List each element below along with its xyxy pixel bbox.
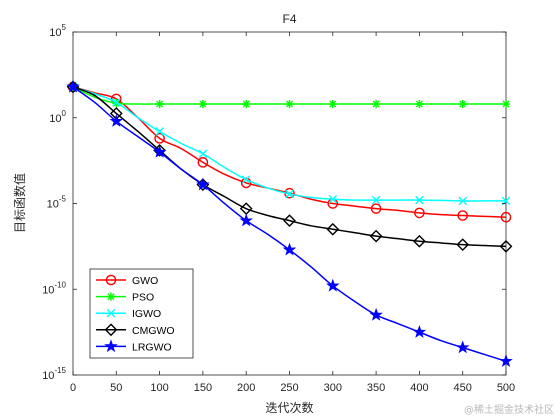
y-tick-label: 10-5 [47, 195, 67, 211]
chart-title: F4 [282, 12, 296, 26]
data-point-gwo [500, 211, 512, 223]
data-point-pso [501, 99, 511, 109]
legend-marker-pso [106, 292, 116, 301]
data-point-lrgwo [369, 307, 383, 321]
data-point-gwo [154, 133, 165, 144]
x-tick-label: 200 [237, 382, 255, 394]
data-point-pso [415, 99, 424, 109]
axes-layer: 0 50 100 150 200 250 300 350 400 450 50010510010-5… [42, 23, 515, 394]
data-point-igwo [371, 195, 381, 205]
data-point-pso [328, 99, 337, 109]
legend: GWO PSO IGWO CMGWO LRGWO [89, 268, 194, 359]
data-point-lrgwo [412, 325, 427, 338]
y-tick-exponent: 0 [62, 109, 67, 118]
legend-marker-cmgwo [104, 323, 118, 337]
data-point-gwo [240, 177, 252, 189]
x-tick-label: 150 [194, 382, 212, 394]
data-point-cmgwo [413, 234, 426, 248]
data-point-igwo [285, 189, 294, 199]
watermark: @稀土掘金技术社区 [464, 405, 554, 416]
data-point-lrgwo [239, 213, 253, 227]
data-point-igwo [155, 127, 164, 136]
data-point-cmgwo [499, 239, 513, 253]
data-point-igwo [241, 175, 251, 184]
x-tick-label: 0 [70, 382, 76, 394]
data-point-lrgwo [196, 177, 210, 191]
data-point-cmgwo [369, 229, 383, 243]
data-point-igwo [458, 196, 467, 206]
data-point-pso [198, 99, 208, 109]
x-tick-label: 250 [280, 382, 298, 394]
data-point-gwo [370, 203, 382, 214]
legend-label: PSO [132, 292, 154, 304]
y-tick-base: 10 [47, 199, 59, 211]
legend-label: IGWO [132, 308, 161, 320]
x-tick-label: 300 [324, 382, 342, 394]
y-axis-label: 目标函数值 [12, 173, 27, 233]
data-point-cmgwo [283, 214, 296, 228]
y-tick-exponent: -10 [54, 280, 66, 289]
legend-item-lrgwo: LRGWO [96, 339, 172, 353]
legend-label: LRGWO [132, 341, 172, 353]
y-tick-exponent: 5 [62, 23, 67, 32]
data-point-lrgwo [152, 144, 167, 158]
x-tick-label: 350 [367, 382, 385, 394]
legend-item-igwo: IGWO [96, 308, 161, 320]
series-line-cmgwo [72, 86, 507, 248]
data-point-lrgwo [455, 340, 470, 354]
legend-marker-gwo [105, 274, 117, 286]
y-tick-base: 10 [42, 284, 54, 296]
data-point-gwo [414, 207, 425, 219]
data-point-cmgwo [326, 222, 340, 236]
data-point-pso [371, 99, 381, 109]
data-point-lrgwo [282, 242, 297, 256]
legend-item-pso: PSO [96, 292, 154, 304]
x-tick-label: 400 [410, 382, 428, 394]
data-point-igwo [112, 98, 121, 107]
y-tick-base: 10 [49, 113, 61, 125]
legend-item-cmgwo: CMGWO [96, 323, 175, 337]
y-tick-label: 10-10 [42, 280, 66, 296]
y-tick-base: 10 [42, 370, 54, 382]
y-tick-label: 105 [49, 23, 66, 39]
series-lrgwo [66, 79, 513, 368]
y-tick-label: 100 [49, 109, 66, 125]
data-point-gwo [197, 157, 209, 168]
x-axis-label: 迭代次数 [265, 400, 313, 415]
legend-item-gwo: GWO [96, 274, 158, 287]
data-point-igwo [415, 195, 424, 205]
y-tick-base: 10 [49, 27, 61, 39]
legend-marker-igwo [106, 308, 116, 318]
data-point-gwo [457, 210, 469, 221]
data-point-pso [242, 99, 251, 109]
y-tick-exponent: -5 [59, 195, 67, 204]
data-point-cmgwo [456, 238, 470, 252]
x-tick-label: 450 [454, 382, 472, 394]
series-layer [66, 79, 513, 368]
x-tick-label: 100 [150, 382, 168, 394]
data-point-lrgwo [109, 114, 124, 127]
data-point-pso [155, 99, 164, 109]
x-tick-label: 50 [110, 382, 122, 394]
data-point-igwo [198, 149, 208, 159]
data-point-pso [458, 99, 467, 109]
data-point-igwo [328, 194, 338, 204]
data-point-lrgwo [66, 79, 80, 93]
y-tick-exponent: -15 [54, 366, 66, 375]
legend-marker-lrgwo [104, 339, 118, 353]
legend-label: CMGWO [132, 325, 175, 337]
data-point-pso [285, 99, 294, 109]
x-tick-label: 500 [497, 382, 515, 394]
data-point-lrgwo [499, 354, 513, 368]
data-point-lrgwo [326, 278, 340, 292]
legend-label: GWO [132, 275, 158, 287]
y-tick-label: 10-15 [42, 366, 66, 382]
